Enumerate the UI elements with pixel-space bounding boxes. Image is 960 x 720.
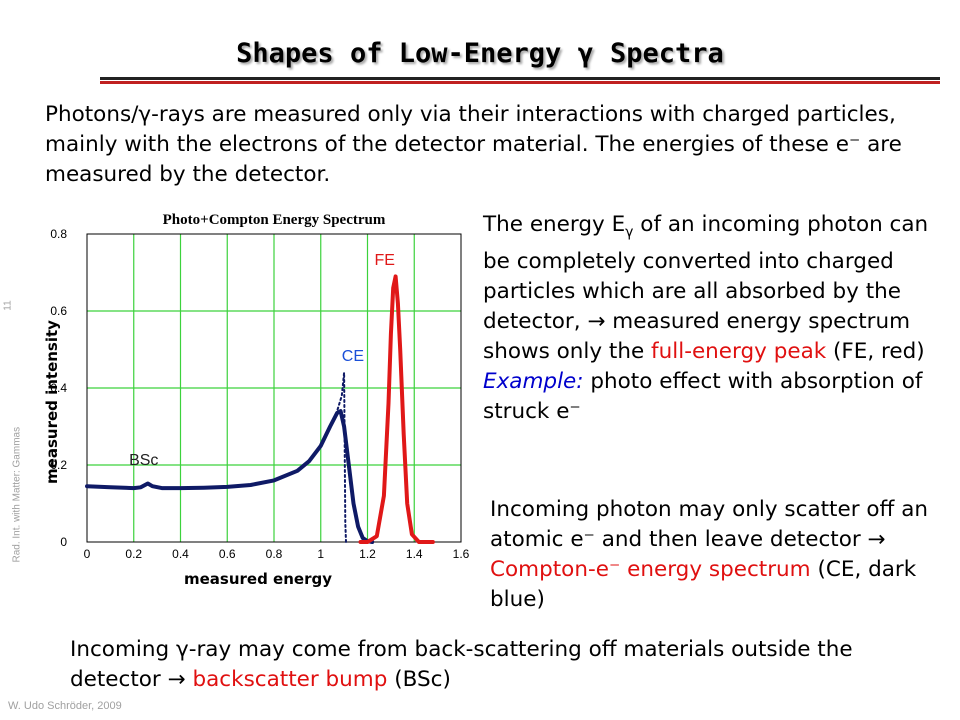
y-tick-label: 0.8 [50,227,67,241]
x-tick-label: 1 [317,547,324,561]
chart-gridlines [87,234,461,542]
x-tick-label: 1.4 [406,547,423,561]
annotation-label: CE [342,348,364,365]
p2-text-b: of an incoming photon can be completely … [483,212,929,365]
example-label: Example: [483,369,584,395]
y-tick-label: 0.4 [50,381,67,395]
series-line-compton_measured [85,409,375,544]
x-axis-label: measured energy [184,570,332,588]
annotation-label: BSc [129,452,158,469]
p2-text-c: (FE, red) [826,339,925,365]
p2-subscript: γ [625,224,634,241]
full-energy-peak-highlight: full-energy peak [651,339,827,365]
p2-text-d: photo effect with absorption of struck e… [483,369,923,425]
x-tick-label: 0.8 [266,547,283,561]
x-tick-label: 0 [84,547,91,561]
x-tick-label: 1.6 [453,547,470,561]
series-line-compton_ideal [319,371,347,543]
x-tick-label: 1.2 [359,547,376,561]
series-line-full_energy_peak [358,274,435,544]
p2-text-a: The energy E [483,212,626,237]
chart-series [85,274,435,544]
intro-paragraph: Photons/γ-rays are measured only via the… [45,102,902,187]
plot-area-frame [86,233,462,543]
y-axis-label: measured intensity [43,320,61,484]
footer-author: W. Udo Schröder, 2009 [8,700,122,712]
annotation-label: FE [375,252,395,269]
p4-text-b: (BSc) [387,667,451,692]
axis-tick-labels: 0 0.2 0.4 0.6 0.8 1 1.2 1.4 1.6 0 0.2 0.4 0.6 0.8 [50,227,469,561]
p3-text-a: Incoming photon may only scatter off an … [490,497,928,552]
y-tick-label: 0.6 [50,304,67,318]
full-energy-paragraph: The energy Eγ of an incoming photon can … [483,210,953,427]
x-tick-label: 0.6 [219,547,236,561]
y-tick-label: 0 [60,535,67,549]
x-tick-label: 0.2 [125,547,142,561]
compton-spectrum-highlight: Compton-e⁻ energy spectrum [490,557,811,582]
title-rule-red [100,81,940,84]
slide-title: Shapes of Low-Energy γ Spectra [236,38,724,69]
compton-paragraph: Incoming photon may only scatter off an … [490,495,950,615]
p4-text-a: Incoming γ-ray may come from back-scatte… [70,637,853,692]
x-tick-label: 0.4 [172,547,189,561]
chart-title: Photo+Compton Energy Spectrum [163,212,386,228]
backscatter-bump-highlight: backscatter bump [192,667,388,692]
backscatter-paragraph: Incoming γ-ray may come from back-scatte… [70,635,940,695]
p3-text-b: (CE, dark blue) [490,557,917,612]
y-tick-label: 0.2 [50,458,67,472]
title-rule-dark [100,77,940,80]
chart-annotations: FE CE BSc [129,252,395,469]
